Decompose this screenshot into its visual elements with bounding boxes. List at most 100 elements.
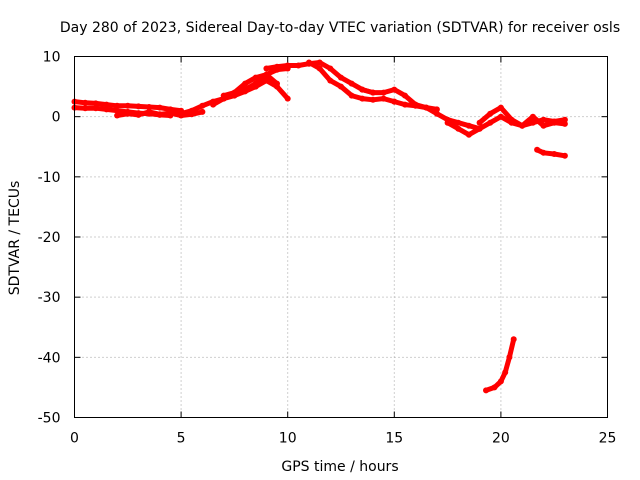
y-tick-label: -10	[38, 170, 61, 186]
y-tick-label: 0	[52, 110, 61, 126]
data-point	[114, 107, 121, 114]
data-point	[444, 119, 451, 126]
data-point	[92, 105, 99, 112]
data-point	[92, 100, 99, 107]
data-point	[540, 149, 547, 156]
data-point	[561, 152, 568, 159]
data-point	[231, 89, 238, 96]
x-axis-label: GPS time / hours	[281, 459, 398, 475]
data-point	[327, 77, 334, 84]
y-tick-label: 10	[43, 50, 61, 66]
data-point	[455, 125, 462, 132]
data-point	[506, 354, 513, 361]
data-point	[284, 95, 291, 102]
series-track-m	[534, 147, 568, 159]
series-group	[71, 59, 568, 394]
data-point	[252, 83, 259, 90]
data-point	[465, 131, 472, 138]
data-point	[284, 62, 291, 69]
data-point	[210, 101, 217, 108]
data-point	[156, 104, 163, 111]
x-tick-label: 15	[385, 431, 403, 447]
data-point	[178, 110, 185, 117]
data-point	[423, 104, 430, 111]
data-point	[348, 92, 355, 99]
y-tick-label: -50	[38, 411, 61, 427]
data-point	[348, 80, 355, 87]
data-point	[380, 95, 387, 102]
data-point	[391, 86, 398, 93]
data-point	[551, 151, 558, 157]
data-point	[242, 80, 249, 87]
data-point	[402, 101, 408, 108]
data-point	[146, 104, 153, 110]
data-point	[295, 62, 302, 69]
data-point	[508, 116, 515, 123]
data-point	[402, 92, 408, 99]
data-point	[502, 369, 509, 376]
data-point	[124, 102, 131, 109]
data-point	[316, 65, 323, 72]
data-point	[82, 99, 89, 106]
data-point	[220, 92, 227, 99]
data-point	[188, 107, 195, 114]
data-point	[146, 108, 153, 115]
data-point	[483, 387, 489, 394]
x-tick-label: 10	[279, 431, 297, 447]
data-point	[433, 110, 440, 117]
data-point	[465, 122, 472, 129]
data-point	[487, 110, 494, 117]
axis-ticks: 0 5 10 15 20 25 10 0 -10 -20 -30 -40 -50	[38, 50, 617, 447]
data-point	[412, 102, 419, 109]
data-point	[252, 74, 259, 81]
data-point	[540, 122, 547, 129]
data-point	[519, 122, 526, 129]
data-point	[497, 104, 504, 111]
data-point	[316, 59, 323, 66]
data-point	[263, 65, 270, 72]
x-tick-label: 25	[599, 431, 617, 447]
data-point	[561, 120, 568, 127]
data-point	[455, 119, 462, 126]
data-point	[561, 116, 568, 123]
data-point	[338, 83, 344, 90]
data-point	[242, 88, 249, 95]
data-point	[103, 101, 110, 108]
data-point	[359, 95, 366, 102]
data-point	[306, 59, 312, 66]
data-point	[534, 146, 541, 153]
data-point	[529, 113, 536, 120]
data-point	[391, 98, 398, 105]
data-point	[476, 119, 483, 126]
data-point	[370, 96, 376, 103]
data-point	[199, 102, 206, 109]
data-point	[359, 86, 366, 93]
data-point	[370, 89, 376, 96]
y-tick-label: -40	[38, 350, 61, 366]
data-point	[156, 111, 163, 118]
data-point	[327, 65, 334, 72]
data-point	[338, 74, 344, 81]
data-point	[497, 113, 504, 120]
data-point	[114, 112, 121, 119]
data-point	[487, 119, 494, 126]
data-point	[380, 89, 387, 96]
data-point	[263, 71, 270, 78]
data-point	[551, 119, 558, 126]
x-tick-label: 20	[492, 431, 510, 447]
data-point	[103, 106, 110, 113]
y-tick-label: -30	[38, 290, 61, 306]
y-axis-label: SDTVAR / TECUs	[7, 181, 23, 296]
data-point	[497, 378, 504, 385]
data-point	[199, 108, 206, 115]
x-tick-label: 5	[177, 431, 186, 447]
data-point	[167, 110, 174, 117]
data-point	[476, 125, 483, 132]
data-point	[491, 384, 498, 391]
data-point	[510, 336, 517, 343]
x-tick-label: 0	[70, 431, 79, 447]
data-point	[135, 111, 142, 118]
data-point	[124, 110, 131, 117]
chart-title: Day 280 of 2023, Sidereal Day-to-day VTE…	[60, 20, 620, 36]
